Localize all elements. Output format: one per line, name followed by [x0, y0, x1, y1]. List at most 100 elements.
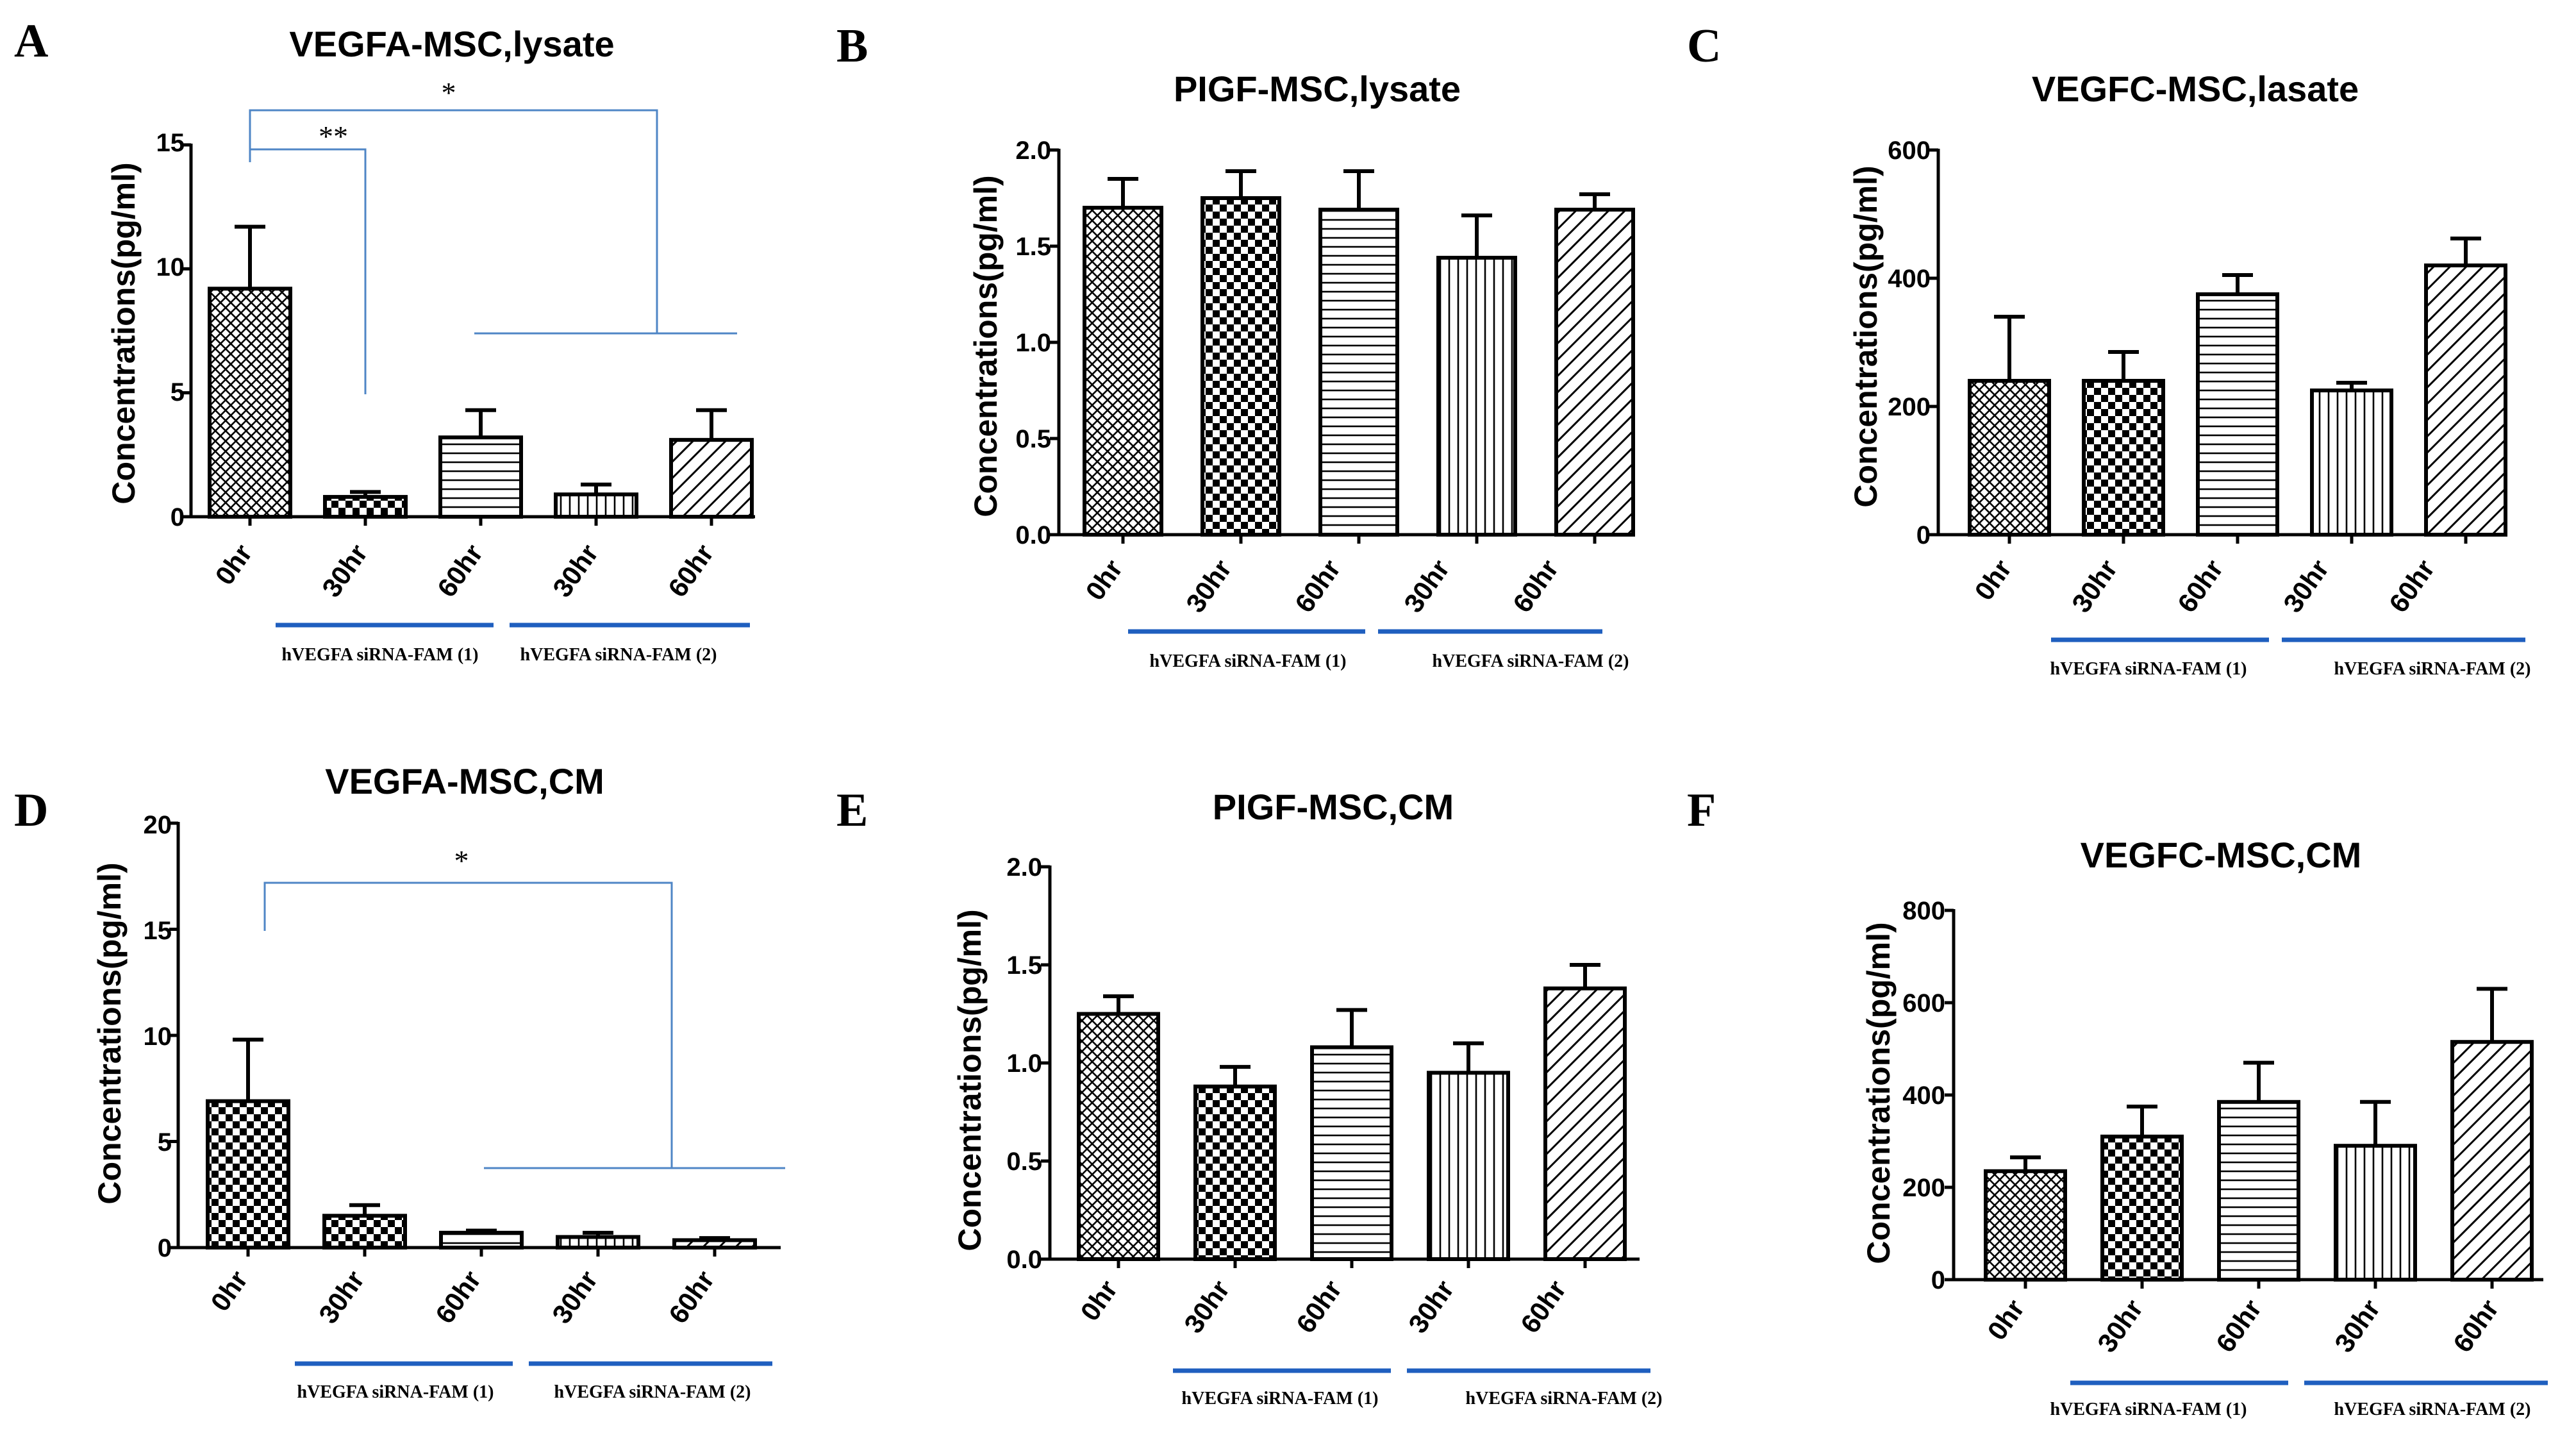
group-label: hVEGFA siRNA-FAM (1) [297, 1382, 494, 1402]
panel-c: C VEGFC-MSC,lasate Concentrations(pg/ml)… [1687, 20, 2530, 679]
bar [439, 1230, 524, 1250]
x-tick-label: 60hr [431, 539, 488, 603]
panel-f: F VEGFC-MSC,CM Concentrations(pg/ml) 0 2… [1687, 784, 2548, 1419]
group-label: hVEGFA siRNA-FAM (2) [2334, 1400, 2531, 1419]
group-labels: hVEGFA siRNA-FAM (1) hVEGFA siRNA-FAM (2… [297, 1382, 751, 1402]
group-label: hVEGFA siRNA-FAM (1) [1150, 651, 1347, 671]
bar [2217, 1099, 2300, 1282]
x-tick-labels: 0hr 30hr 60hr 30hr 60hr [1079, 554, 1564, 618]
bar [2100, 1134, 2184, 1282]
panel-letter: A [14, 15, 48, 67]
y-tick-label: 5 [158, 1128, 172, 1157]
y-tick-label: 10 [144, 1023, 172, 1051]
significance-bracket [249, 148, 367, 394]
y-tick-label: 1.5 [1015, 233, 1051, 261]
y-tick-labels: 0.0 0.5 1.0 1.5 2.0 [1006, 853, 1042, 1274]
significance-labels: * [454, 844, 469, 877]
y-axis-label: Concentrations(pg/ml) [106, 162, 142, 504]
y-tick-label: 800 [1902, 897, 1945, 925]
panel-letter: C [1687, 20, 1721, 72]
y-tick-labels: 0 5 10 15 20 [144, 811, 172, 1262]
plot-area [1929, 148, 2507, 544]
chart-title: VEGFC-MSC,CM [2081, 835, 2362, 875]
bar [1193, 1084, 1277, 1261]
bar [2310, 389, 2393, 537]
x-tick-labels: 0hr 30hr 60hr 30hr 60hr [1981, 1294, 2504, 1358]
panel-letter: D [14, 784, 48, 837]
bar [323, 495, 408, 519]
y-tick-label: 0.0 [1006, 1246, 1042, 1274]
y-tick-label: 0 [1916, 521, 1931, 549]
x-tick-label: 30hr [1402, 1275, 1459, 1339]
significance-labels: ** * [319, 76, 456, 153]
bar [1436, 256, 1517, 537]
y-tick-labels: 0 200 400 600 [1888, 137, 1931, 549]
chart-title: VEGFA-MSC,lysate [289, 24, 614, 64]
bar [2082, 379, 2165, 537]
bar [2424, 263, 2507, 537]
y-tick-label: 400 [1888, 265, 1931, 293]
group-label: hVEGFA siRNA-FAM (1) [2050, 1400, 2247, 1419]
x-tick-label: 60hr [1507, 554, 1564, 618]
y-tick-label: 0 [1931, 1266, 1945, 1294]
chart-title: PIGF-MSC,lysate [1174, 69, 1461, 109]
bar [1077, 1012, 1160, 1261]
x-tick-label: 60hr [2172, 554, 2229, 618]
y-tick-label: 600 [1902, 989, 1945, 1017]
x-tick-label: 60hr [663, 1265, 720, 1329]
plot-area [1050, 148, 1635, 544]
y-axis-label: Concentrations(pg/ml) [968, 175, 1004, 517]
group-label: hVEGFA siRNA-FAM (2) [1433, 651, 1629, 671]
panel-letter: E [836, 784, 868, 837]
panel-letter: B [836, 20, 868, 72]
x-tick-label: 0hr [209, 539, 258, 590]
significance-brackets [249, 109, 737, 394]
bar [1427, 1071, 1510, 1262]
bar [1201, 196, 1281, 537]
bar [1543, 986, 1627, 1261]
bar [208, 287, 292, 519]
x-tick-label: 60hr [1290, 1275, 1347, 1339]
x-tick-label: 30hr [2329, 1294, 2386, 1358]
y-tick-label: 2.0 [1015, 137, 1051, 165]
y-axis-label: Concentrations(pg/ml) [1848, 165, 1884, 507]
y-tick-label: 0.5 [1015, 425, 1051, 453]
significance-label: * [454, 844, 469, 877]
plot-area [1945, 908, 2543, 1289]
x-tick-labels: 0hr 30hr 60hr 30hr 60hr [1968, 554, 2440, 618]
x-tick-label: 30hr [547, 539, 604, 603]
y-tick-label: 1.5 [1006, 951, 1042, 980]
panel-e: E PIGF-MSC,CM Concentrations(pg/ml) 0.0 … [836, 784, 1662, 1409]
x-tick-label: 60hr [2210, 1294, 2267, 1358]
y-tick-label: 0 [170, 503, 185, 531]
y-axis-label: Concentrations(pg/ml) [92, 862, 128, 1204]
x-tick-label: 30hr [313, 1265, 370, 1329]
bar [206, 1099, 290, 1250]
bar [322, 1214, 407, 1250]
x-tick-label: 0hr [204, 1265, 253, 1316]
significance-label: * [442, 76, 456, 109]
panel-b: B PIGF-MSC,lysate Concentrations(pg/ml) … [836, 20, 1635, 671]
group-label: hVEGFA siRNA-FAM (1) [1182, 1389, 1379, 1409]
chart-title: PIGF-MSC,CM [1213, 787, 1454, 827]
panel-a: A VEGFA-MSC,lysate Concentrations(pg/ml)… [14, 15, 755, 665]
y-tick-label: 200 [1888, 393, 1931, 421]
y-tick-label: 400 [1902, 1082, 1945, 1110]
bar [554, 492, 638, 519]
x-tick-label: 30hr [1180, 554, 1237, 618]
y-tick-labels: 0.0 0.5 1.0 1.5 2.0 [1015, 137, 1051, 549]
y-tick-label: 200 [1902, 1174, 1945, 1202]
bar [2196, 292, 2279, 537]
x-tick-labels: 0hr 30hr 60hr 30hr 60hr [209, 539, 719, 603]
significance-bracket [263, 882, 673, 1168]
y-tick-label: 1.0 [1006, 1049, 1042, 1078]
group-label: hVEGFA siRNA-FAM (2) [1466, 1389, 1663, 1409]
x-tick-label: 0hr [1968, 554, 2017, 605]
bar [2450, 1040, 2534, 1282]
chart-title: VEGFA-MSC,CM [325, 761, 604, 801]
group-labels: hVEGFA siRNA-FAM (1) hVEGFA siRNA-FAM (2… [1150, 651, 1629, 671]
group-label: hVEGFA siRNA-FAM (1) [2050, 659, 2247, 679]
y-tick-label: 0.0 [1015, 521, 1051, 549]
bar [1554, 208, 1635, 537]
